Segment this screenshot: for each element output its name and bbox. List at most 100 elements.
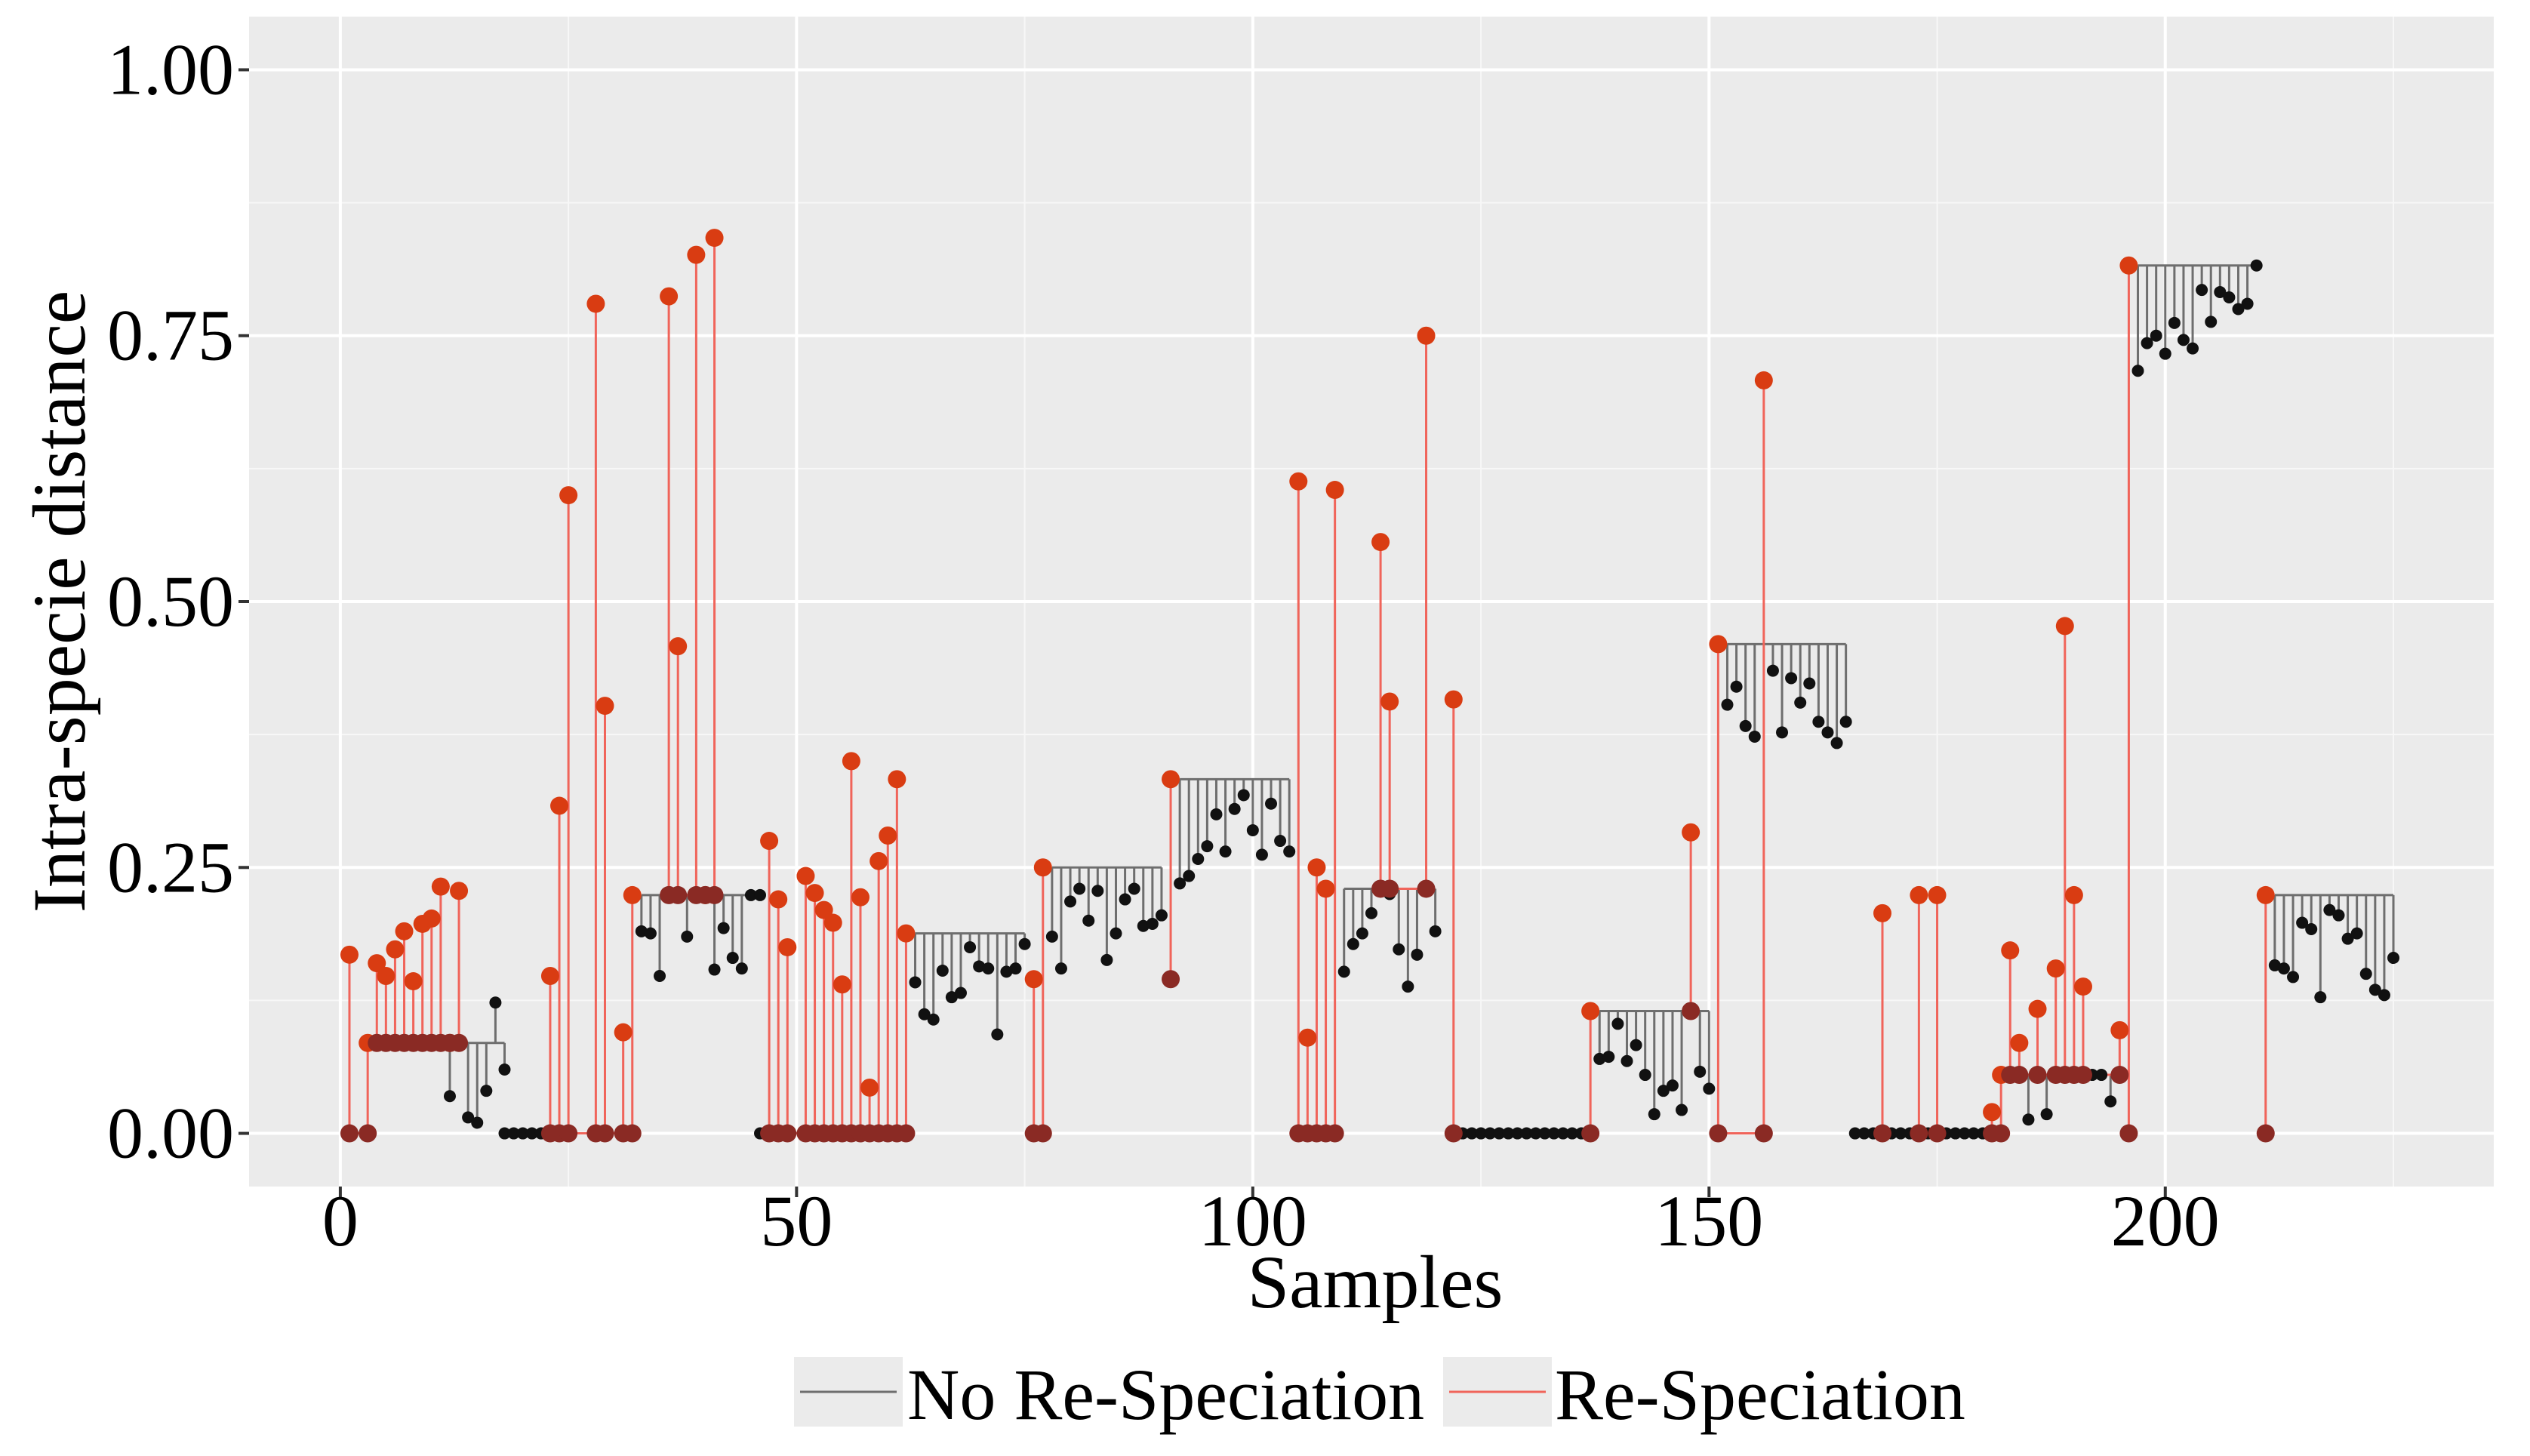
data-point — [1493, 1127, 1506, 1140]
base-point — [2073, 1066, 2092, 1085]
data-point — [2296, 916, 2309, 929]
data-point — [1155, 909, 1168, 922]
base-point — [705, 885, 724, 904]
data-point — [897, 924, 916, 943]
data-point — [833, 975, 851, 994]
data-point — [909, 976, 922, 989]
data-point — [1073, 882, 1086, 895]
data-point — [516, 1127, 529, 1140]
data-point — [1520, 1127, 1533, 1140]
data-point — [614, 1023, 632, 1042]
data-point — [1821, 726, 1834, 739]
data-point — [462, 1111, 475, 1124]
data-point — [851, 888, 869, 907]
data-point — [489, 996, 502, 1009]
data-point — [1091, 885, 1104, 897]
data-point — [1183, 870, 1196, 882]
data-point — [2223, 291, 2236, 303]
data-point — [2159, 347, 2171, 360]
data-point — [2387, 952, 2400, 965]
data-point — [1785, 672, 1798, 685]
data-point — [1830, 737, 1843, 750]
data-point — [1602, 1051, 1615, 1064]
data-point — [1411, 948, 1424, 961]
data-point — [525, 1127, 538, 1140]
data-point — [550, 796, 569, 815]
data-point — [431, 877, 450, 896]
data-point — [1848, 1127, 1861, 1140]
base-point — [1417, 879, 1436, 898]
data-point — [1529, 1127, 1542, 1140]
data-point — [1024, 970, 1043, 989]
base-point — [1162, 970, 1180, 989]
data-point — [660, 287, 679, 306]
data-point — [471, 1116, 484, 1129]
data-point — [1119, 893, 1131, 906]
data-point — [879, 827, 897, 845]
legend-label-no-respeciation: No Re-Speciation — [907, 1354, 1424, 1435]
data-point — [1709, 635, 1728, 654]
base-point — [559, 1124, 578, 1143]
data-point — [1146, 917, 1159, 930]
data-point — [2378, 989, 2390, 1002]
data-point — [744, 888, 757, 901]
data-point — [1380, 692, 1399, 711]
data-point — [1289, 472, 1308, 491]
data-point — [1337, 965, 1350, 978]
data-point — [1556, 1127, 1569, 1140]
data-point — [1812, 716, 1825, 728]
data-point — [1958, 1127, 1971, 1140]
data-point — [1766, 664, 1779, 677]
data-point — [1000, 965, 1013, 978]
base-point — [1754, 1124, 1773, 1143]
data-point — [1748, 730, 1761, 743]
data-point — [395, 922, 414, 940]
data-point — [1803, 677, 1816, 690]
data-point — [936, 964, 949, 977]
data-point — [540, 967, 559, 985]
data-point — [805, 884, 824, 903]
data-point — [2073, 977, 2092, 996]
data-point — [708, 963, 721, 976]
data-point — [2028, 999, 2047, 1018]
data-point — [644, 927, 657, 940]
data-point — [2250, 259, 2263, 272]
data-point — [1666, 1079, 1679, 1092]
data-point — [2205, 316, 2218, 328]
y-tick-label: 0.50 — [107, 561, 234, 642]
data-point — [340, 945, 359, 964]
data-point — [1511, 1127, 1524, 1140]
data-point — [2119, 256, 2138, 275]
data-point — [888, 770, 906, 789]
x-tick-label: 100 — [1199, 1180, 1307, 1261]
data-point — [1657, 1085, 1670, 1097]
data-point — [2323, 903, 2336, 916]
data-point — [1054, 962, 1067, 975]
legend-label-respeciation: Re-Speciation — [1555, 1354, 1965, 1435]
data-point — [869, 851, 888, 870]
data-point — [1967, 1127, 1980, 1140]
data-point — [1307, 858, 1326, 877]
data-point — [2022, 1113, 2035, 1126]
data-point — [1739, 719, 1752, 732]
base-point — [2110, 1066, 2129, 1085]
data-point — [1910, 885, 1928, 904]
data-point — [1128, 882, 1140, 895]
data-point — [2268, 959, 2281, 971]
data-point — [2305, 923, 2318, 935]
data-point — [2287, 971, 2300, 983]
data-point — [2010, 1033, 2029, 1052]
base-point — [340, 1124, 359, 1143]
data-point — [860, 1078, 879, 1097]
data-point — [769, 890, 788, 909]
data-point — [1694, 1065, 1707, 1078]
data-point — [1565, 1127, 1578, 1140]
data-point — [2277, 962, 2290, 975]
base-point — [359, 1124, 377, 1143]
base-point — [1380, 879, 1399, 898]
base-point — [1709, 1124, 1728, 1143]
data-point — [1676, 1104, 1688, 1116]
y-tick-label: 0.00 — [107, 1093, 234, 1174]
data-point — [2214, 285, 2227, 298]
data-point — [1082, 914, 1095, 927]
